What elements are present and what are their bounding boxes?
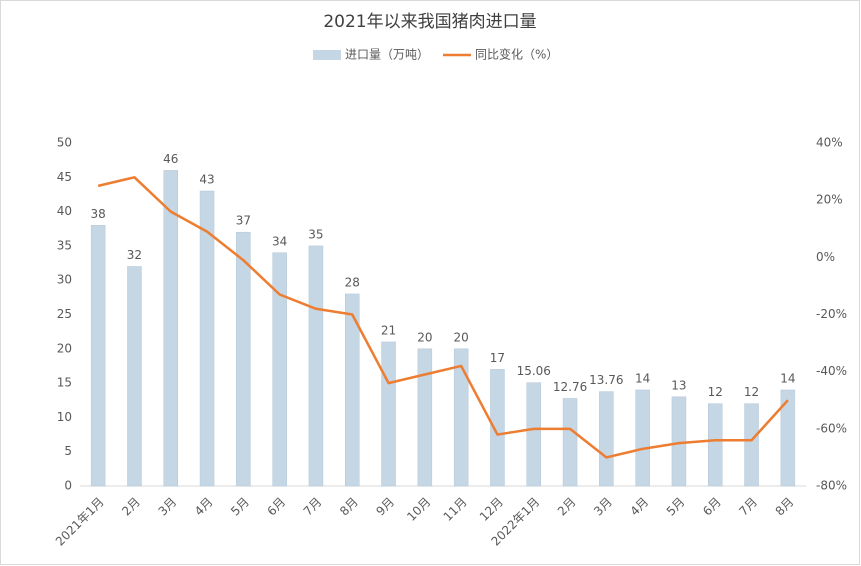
bar (308, 245, 324, 487)
bar (199, 190, 215, 487)
y-tick-label: 0 (64, 479, 72, 493)
y2-tick-label: -80% (816, 479, 847, 493)
y-tick-label: 15 (57, 376, 72, 390)
bar (562, 398, 578, 487)
bar (635, 389, 650, 487)
value-label: 17 (490, 351, 505, 365)
y2-tick-label: -40% (816, 364, 847, 378)
value-label: 34 (272, 234, 287, 248)
value-label: 38 (91, 207, 106, 221)
y-tick-label: 50 (57, 136, 72, 150)
y-tick-label: 25 (57, 307, 72, 321)
value-label: 20 (454, 330, 469, 344)
y2-tick-label: 0% (816, 250, 835, 264)
value-label: 12 (708, 385, 723, 399)
value-label: 20 (417, 330, 432, 344)
legend-swatch (313, 50, 341, 60)
bar (236, 231, 251, 487)
y2-tick-label: 20% (816, 193, 843, 207)
y-tick-label: 10 (57, 410, 72, 424)
line (97, 176, 789, 459)
bar (163, 170, 178, 487)
y-tick-label: 5 (64, 444, 72, 458)
bar (599, 391, 614, 487)
y-tick-label: 20 (57, 341, 72, 355)
y2-tick-label: 40% (816, 136, 843, 150)
bar (453, 348, 469, 487)
value-label: 46 (163, 152, 178, 166)
legend-label: 进口量（万吨） (345, 48, 429, 62)
bar (345, 293, 360, 487)
bar (780, 389, 796, 487)
value-label: 14 (780, 371, 795, 385)
bar (381, 341, 396, 487)
value-label: 21 (381, 323, 396, 337)
bar (90, 225, 106, 487)
value-label: 14 (635, 371, 650, 385)
value-label: 28 (345, 275, 360, 289)
bar (490, 369, 505, 487)
chart-title: 2021年以来我国猪肉进口量 (323, 12, 536, 32)
bar (708, 403, 723, 487)
y2-tick-label: -20% (816, 307, 847, 321)
value-label: 35 (308, 227, 323, 241)
value-label: 37 (236, 214, 251, 228)
value-label: 13.76 (589, 373, 623, 387)
value-label: 12 (744, 385, 759, 399)
value-label: 12.76 (553, 380, 587, 394)
bar (744, 403, 759, 487)
y-tick-label: 35 (57, 238, 72, 252)
value-label: 15.06 (517, 364, 551, 378)
bar (671, 396, 687, 487)
bar (526, 382, 541, 487)
value-label: 32 (127, 248, 142, 262)
bar (417, 348, 433, 487)
legend-label: 同比变化（%） (475, 47, 558, 62)
y2-tick-label: -60% (816, 421, 847, 435)
value-label: 43 (199, 173, 214, 187)
y-tick-label: 45 (57, 170, 72, 184)
value-label: 13 (671, 378, 686, 392)
bar (272, 252, 287, 487)
y-tick-label: 30 (57, 273, 72, 287)
y-tick-label: 40 (57, 204, 72, 218)
bar (127, 266, 142, 487)
